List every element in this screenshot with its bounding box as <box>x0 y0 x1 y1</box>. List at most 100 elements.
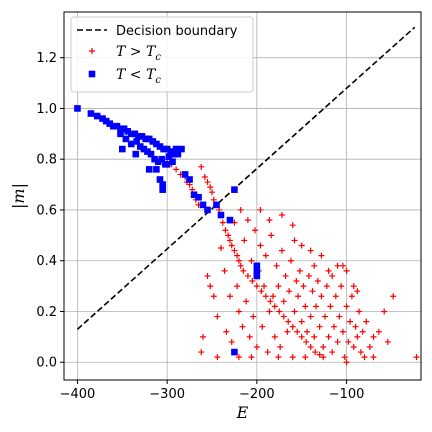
data-point-above-tc <box>300 283 307 290</box>
data-point-above-tc <box>334 338 341 345</box>
data-point-above-tc <box>225 232 232 239</box>
y-tick-label: 0.4 <box>36 254 57 269</box>
data-point-above-tc <box>257 206 264 213</box>
data-point-above-tc <box>384 338 391 345</box>
data-point-below-tc <box>153 166 160 173</box>
data-point-above-tc <box>219 219 226 226</box>
data-point-above-tc <box>280 313 287 320</box>
x-tick-label: −200 <box>239 387 275 402</box>
data-point-below-tc <box>99 115 106 122</box>
data-point-above-tc <box>234 252 241 259</box>
data-point-above-tc <box>345 338 352 345</box>
data-point-above-tc <box>307 247 314 254</box>
data-point-above-tc <box>266 217 273 224</box>
data-point-below-tc <box>106 120 114 127</box>
data-point-below-tc <box>231 348 238 356</box>
decision-boundary-line <box>76 26 416 330</box>
data-point-above-tc <box>235 257 242 264</box>
data-point-above-tc <box>249 278 256 285</box>
data-point-below-tc <box>163 160 171 168</box>
data-point-above-tc <box>311 333 318 340</box>
data-point-above-tc <box>207 283 214 290</box>
data-point-above-tc <box>318 293 325 300</box>
data-point-below-tc <box>190 191 198 199</box>
data-point-below-tc <box>102 117 110 125</box>
data-point-above-tc <box>307 313 314 320</box>
data-point-above-tc <box>278 247 285 254</box>
data-point-above-tc <box>244 217 251 224</box>
data-point-above-tc <box>253 344 260 351</box>
data-point-above-tc <box>293 278 300 285</box>
legend-label-below-tc: T < Tc <box>116 67 161 86</box>
data-point-above-tc <box>350 283 357 290</box>
data-point-above-tc <box>303 338 310 345</box>
data-point-above-tc <box>341 354 348 361</box>
data-point-below-tc <box>132 150 140 158</box>
data-point-above-tc <box>210 293 217 300</box>
data-point-below-tc <box>199 201 207 209</box>
data-point-above-tc <box>235 308 242 315</box>
data-point-above-tc <box>329 272 336 279</box>
legend: Decision boundary T > Tc T < Tc <box>70 16 254 93</box>
x-tick-label: −100 <box>329 387 365 402</box>
data-point-above-tc <box>327 303 334 310</box>
data-point-below-tc <box>87 110 95 117</box>
data-point-below-tc <box>213 201 220 209</box>
decision-boundary-layer <box>76 26 416 330</box>
data-point-below-tc <box>131 130 139 138</box>
data-point-above-tc <box>350 344 357 351</box>
data-point-above-tc <box>264 349 271 356</box>
data-point-below-tc <box>120 125 128 133</box>
data-point-above-tc <box>209 189 216 196</box>
data-point-above-tc <box>370 354 377 361</box>
data-point-above-tc <box>325 267 332 274</box>
data-point-below-tc <box>195 193 202 201</box>
data-point-above-tc <box>268 232 275 239</box>
data-point-above-tc <box>302 303 309 310</box>
data-point-below-tc <box>159 181 166 188</box>
data-point-above-tc <box>289 354 296 361</box>
data-point-above-tc <box>295 293 302 300</box>
data-point-above-tc <box>275 354 282 361</box>
data-point-below-tc <box>169 158 176 166</box>
data-point-above-tc <box>370 333 377 340</box>
data-point-above-tc <box>287 257 294 264</box>
data-point-above-tc <box>258 288 265 295</box>
data-point-above-tc <box>289 323 296 330</box>
data-point-above-tc <box>352 323 359 330</box>
data-point-above-tc <box>231 247 238 254</box>
data-point-above-tc <box>276 308 283 315</box>
data-point-above-tc <box>226 293 233 300</box>
data-point-above-tc <box>244 272 251 279</box>
legend-label-above-tc: T > Tc <box>116 44 161 63</box>
data-point-above-tc <box>316 351 323 358</box>
data-point-above-tc <box>266 308 273 315</box>
y-axis-label: |m| <box>9 183 28 209</box>
data-point-above-tc <box>262 252 269 259</box>
data-point-above-tc <box>354 333 361 340</box>
data-point-above-tc <box>277 344 284 351</box>
data-point-above-tc <box>298 318 305 325</box>
y-tick-label: 0.8 <box>36 153 57 168</box>
data-point-above-tc <box>323 283 330 290</box>
data-point-above-tc <box>235 354 242 361</box>
data-point-above-tc <box>320 354 327 361</box>
data-point-below-tc <box>124 127 131 135</box>
data-point-below-tc <box>156 143 164 150</box>
data-point-below-tc <box>122 135 130 143</box>
data-point-below-tc <box>163 145 171 153</box>
data-point-below-tc <box>186 176 193 183</box>
data-point-above-tc <box>250 313 257 320</box>
data-point-above-tc <box>246 333 253 340</box>
data-points-layer <box>74 105 420 366</box>
data-point-above-tc <box>214 354 221 361</box>
data-point-above-tc <box>356 308 363 315</box>
data-point-above-tc <box>390 293 397 300</box>
y-axis-label-group: |m| <box>9 183 28 209</box>
data-point-below-tc <box>144 148 151 155</box>
data-point-above-tc <box>267 298 274 305</box>
data-point-above-tc <box>201 173 208 180</box>
x-axis-label: E <box>236 403 249 422</box>
data-point-above-tc <box>282 272 289 279</box>
data-point-below-tc <box>117 125 124 133</box>
